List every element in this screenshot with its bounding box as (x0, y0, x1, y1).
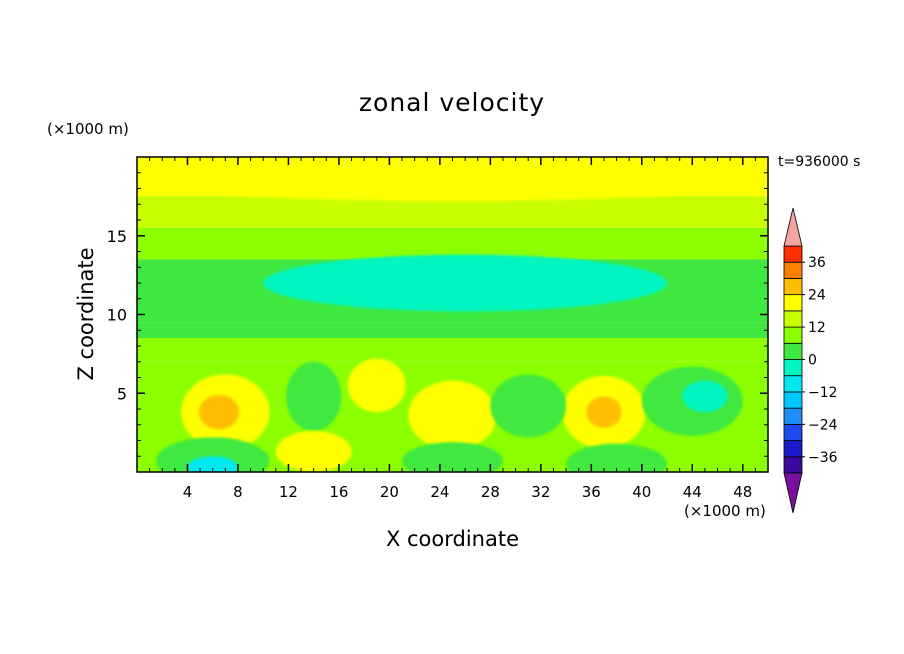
x-tick-label-8: 8 (233, 483, 243, 501)
field-cell-6 (490, 374, 567, 438)
field-cell-8 (682, 380, 728, 413)
x-axis-label: X coordinate (385, 527, 520, 551)
colorbar-tick-label-3: 0 (808, 353, 817, 369)
field-band-6 (137, 338, 768, 362)
colorbar-tick-label-2: 12 (808, 320, 826, 336)
y-tick-label-10: 10 (107, 306, 127, 325)
colorbar-tick-label-5: −24 (808, 417, 838, 433)
colorbar-tick-label-6: −36 (808, 450, 838, 466)
x-tick-label-20: 20 (380, 483, 399, 501)
y-tick-label-5: 5 (117, 384, 127, 403)
x-tick-label-16: 16 (329, 483, 348, 501)
x-tick-label-12: 12 (279, 483, 298, 501)
colorbar-tick-label-1: 24 (808, 288, 826, 304)
colorbar-bin-7 (783, 342, 803, 360)
field-cell-9 (347, 358, 406, 413)
colorbar-tick-label-0: 36 (808, 255, 826, 271)
colorbar-bin-5 (783, 375, 803, 393)
colorbar-max-arrow (783, 207, 803, 247)
field-cell-1 (198, 394, 240, 430)
colorbar-bin-4 (783, 391, 803, 409)
field-cell-12 (187, 456, 238, 472)
y-multiplier-label: (×1000 m) (47, 120, 129, 138)
x-tick-label-48: 48 (733, 483, 752, 501)
field-band-5 (137, 322, 768, 339)
field-cell-13 (402, 442, 503, 472)
x-tick-label-40: 40 (632, 483, 651, 501)
x-tick-label-24: 24 (430, 483, 449, 501)
x-multiplier-label: (×1000 m) (684, 502, 766, 520)
x-tick-label-4: 4 (183, 483, 193, 501)
colorbar-bin-8 (783, 326, 803, 344)
colorbar-tick-label-4: −12 (808, 385, 838, 401)
field-band-1 (137, 196, 768, 228)
field-cell-2 (408, 380, 497, 450)
colorbar-bin-11 (783, 278, 803, 296)
field-band-3 (137, 243, 768, 260)
y-tick-label-15: 15 (107, 227, 127, 246)
time-label: t=936000 s (778, 154, 861, 170)
field-cell-11 (155, 437, 270, 472)
field-cell-14 (566, 443, 668, 472)
field-cell-15 (137, 157, 768, 202)
colorbar-bin-10 (783, 294, 803, 312)
colorbar-bin-3 (783, 407, 803, 425)
field-band-2 (137, 227, 768, 244)
colorbar-bin-12 (783, 261, 803, 279)
field-cell-16 (263, 254, 668, 312)
colorbar-bin-6 (783, 359, 803, 377)
x-tick-label-44: 44 (683, 483, 702, 501)
x-tick-label-36: 36 (582, 483, 601, 501)
colorbar-min-arrow (783, 472, 803, 514)
x-tick-label-32: 32 (531, 483, 550, 501)
chart-title: zonal velocity (358, 88, 546, 117)
field-cell-5 (285, 361, 342, 432)
field-cell-4 (586, 396, 622, 428)
colorbar-bin-9 (783, 310, 803, 328)
field-cell-10 (275, 431, 352, 472)
x-tick-label-28: 28 (481, 483, 500, 501)
colorbar-bin-0 (783, 456, 803, 474)
colorbar-bin-2 (783, 423, 803, 441)
colorbar-bin-13 (783, 245, 803, 263)
colorbar-bin-1 (783, 440, 803, 458)
